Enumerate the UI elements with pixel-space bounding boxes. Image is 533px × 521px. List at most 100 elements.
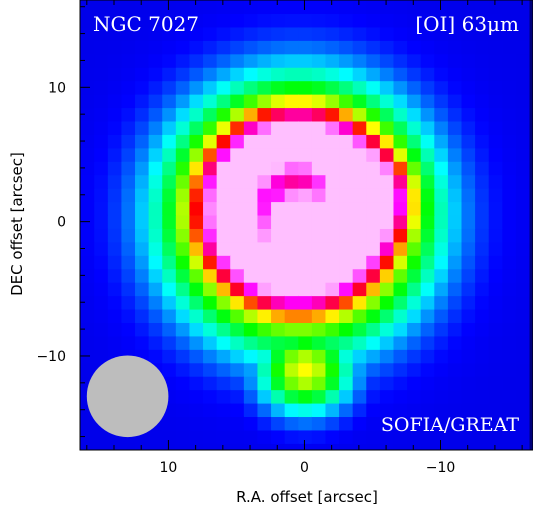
intensity-pixel xyxy=(311,349,326,364)
intensity-pixel xyxy=(202,228,217,243)
intensity-pixel xyxy=(447,53,462,68)
intensity-pixel xyxy=(338,94,353,109)
intensity-pixel xyxy=(243,349,258,364)
intensity-pixel xyxy=(216,107,231,122)
intensity-pixel xyxy=(256,188,272,203)
intensity-pixel xyxy=(379,214,394,229)
intensity-pixel xyxy=(297,94,312,109)
intensity-pixel xyxy=(365,228,380,243)
intensity-pixel xyxy=(365,120,380,135)
intensity-pixel xyxy=(148,295,163,310)
intensity-pixel xyxy=(107,214,122,229)
intensity-pixel xyxy=(80,228,95,243)
intensity-pixel xyxy=(243,308,258,323)
intensity-pixel xyxy=(148,26,163,41)
intensity-pixel xyxy=(243,376,258,391)
intensity-pixel xyxy=(161,349,176,364)
intensity-pixel xyxy=(93,107,108,122)
intensity-pixel xyxy=(188,161,204,176)
intensity-pixel xyxy=(338,443,353,450)
intensity-pixel xyxy=(515,228,530,243)
intensity-pixel xyxy=(379,53,394,68)
intensity-pixel xyxy=(420,255,435,270)
intensity-pixel xyxy=(256,214,272,229)
intensity-pixel xyxy=(134,322,149,337)
intensity-pixel xyxy=(474,362,489,377)
intensity-pixel xyxy=(107,161,122,176)
intensity-pixel xyxy=(175,80,190,95)
intensity-pixel xyxy=(229,268,244,283)
intensity-pixel xyxy=(311,174,326,189)
intensity-pixel xyxy=(161,429,176,444)
intensity-pixel xyxy=(338,13,353,28)
intensity-pixel xyxy=(488,362,503,377)
intensity-pixel xyxy=(460,429,476,444)
intensity-pixel xyxy=(501,295,516,310)
intensity-pixel xyxy=(148,335,163,350)
intensity-pixel xyxy=(216,228,231,243)
intensity-pixel xyxy=(120,335,136,350)
intensity-pixel xyxy=(256,268,272,283)
intensity-pixel xyxy=(188,362,204,377)
intensity-pixel xyxy=(297,349,312,364)
intensity-pixel xyxy=(392,268,408,283)
intensity-pixel xyxy=(107,80,122,95)
intensity-pixel xyxy=(474,174,489,189)
intensity-pixel xyxy=(256,228,272,243)
intensity-pixel xyxy=(474,282,489,297)
intensity-pixels xyxy=(80,0,530,450)
intensity-pixel xyxy=(243,282,258,297)
intensity-pixel xyxy=(365,67,380,82)
intensity-pixel xyxy=(93,349,108,364)
intensity-pixel xyxy=(297,308,312,323)
intensity-pixel xyxy=(202,201,217,216)
intensity-pixel xyxy=(447,0,462,15)
intensity-pixel xyxy=(229,188,244,203)
intensity-pixel xyxy=(202,349,217,364)
intensity-pixel xyxy=(284,335,299,350)
intensity-pixel xyxy=(352,362,367,377)
intensity-pixel xyxy=(501,241,516,256)
intensity-pixel xyxy=(256,40,272,55)
intensity-pixel xyxy=(460,376,476,391)
intensity-pixel xyxy=(420,389,435,404)
intensity-pixel xyxy=(406,362,421,377)
intensity-pixel xyxy=(243,0,258,15)
intensity-pixel xyxy=(420,161,435,176)
intensity-pixel xyxy=(488,376,503,391)
intensity-pixel xyxy=(501,362,516,377)
intensity-pixel xyxy=(501,188,516,203)
intensity-pixel xyxy=(474,349,489,364)
intensity-pixel xyxy=(460,268,476,283)
intensity-pixel xyxy=(338,120,353,135)
intensity-pixel xyxy=(202,120,217,135)
intensity-pixel xyxy=(256,53,272,68)
intensity-pixel xyxy=(270,349,285,364)
intensity-pixel xyxy=(515,188,530,203)
intensity-pixel xyxy=(175,53,190,68)
intensity-pixel xyxy=(433,188,448,203)
intensity-pixel xyxy=(175,214,190,229)
intensity-pixel xyxy=(447,161,462,176)
intensity-pixel xyxy=(406,268,421,283)
intensity-pixel xyxy=(270,214,285,229)
intensity-pixel xyxy=(406,107,421,122)
intensity-pixel xyxy=(447,429,462,444)
intensity-pixel xyxy=(352,13,367,28)
intensity-pixel xyxy=(216,13,231,28)
intensity-pixel xyxy=(202,174,217,189)
intensity-pixel xyxy=(447,443,462,450)
intensity-pixel xyxy=(188,134,204,149)
intensity-pixel xyxy=(148,53,163,68)
intensity-pixel xyxy=(406,429,421,444)
intensity-pixel xyxy=(501,0,516,15)
intensity-pixel xyxy=(270,107,285,122)
intensity-pixel xyxy=(216,402,231,418)
intensity-pixel xyxy=(188,188,204,203)
intensity-pixel xyxy=(474,241,489,256)
intensity-pixel xyxy=(460,67,476,82)
intensity-pixel xyxy=(352,40,367,55)
intensity-pixel xyxy=(80,282,95,297)
intensity-pixel xyxy=(474,376,489,391)
intensity-pixel xyxy=(120,26,136,41)
